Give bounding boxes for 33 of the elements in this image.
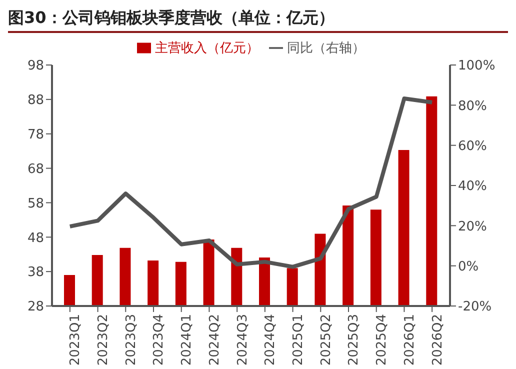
x-tick-label: 2023Q1 bbox=[68, 314, 84, 366]
y-tick-label: 78 bbox=[27, 127, 44, 142]
y2-tick-label: 20% bbox=[458, 219, 487, 234]
legend-label: 主营收入（亿元） bbox=[155, 41, 259, 56]
y2-tick-label: 0% bbox=[458, 259, 479, 274]
x-tick-label: 2023Q2 bbox=[96, 314, 112, 366]
x-tick-label: 2024Q2 bbox=[207, 314, 222, 366]
y-tick-label: 68 bbox=[27, 162, 44, 177]
y-tick-label: 58 bbox=[27, 196, 44, 212]
y-tick-label: 48 bbox=[27, 230, 44, 246]
y2-tick-label: 100% bbox=[458, 58, 496, 74]
y-tick-label: 38 bbox=[27, 265, 44, 280]
x-tick-label: 2024Q1 bbox=[180, 314, 195, 366]
x-tick-label: 2025Q3 bbox=[346, 314, 362, 366]
x-tick-label: 2024Q4 bbox=[263, 314, 278, 366]
x-tick-label: 2024Q3 bbox=[235, 314, 250, 366]
y2-tick-label: -20% bbox=[458, 300, 492, 315]
x-tick-label: 2025Q4 bbox=[374, 314, 390, 366]
chart-title: 图30：公司钨钼板块季度营收（单位：亿元） bbox=[8, 8, 508, 33]
x-tick-label: 2026Q2 bbox=[430, 314, 446, 366]
y-tick-label: 98 bbox=[27, 58, 44, 74]
y-tick-label: 28 bbox=[27, 300, 44, 315]
x-tick-label: 2025Q1 bbox=[291, 314, 306, 366]
x-tick-label: 2025Q2 bbox=[318, 314, 334, 366]
x-tick-label: 2023Q4 bbox=[152, 314, 167, 366]
x-tick-label: 2023Q3 bbox=[124, 314, 139, 366]
x-tick-label: 2026Q1 bbox=[402, 314, 418, 366]
y2-tick-label: 60% bbox=[458, 138, 487, 154]
y2-tick-label: 40% bbox=[458, 179, 487, 194]
line-series bbox=[68, 96, 434, 269]
legend-label: 同比（右轴） bbox=[287, 41, 365, 56]
y2-tick-label: 80% bbox=[458, 98, 487, 114]
y-tick-label: 88 bbox=[27, 93, 44, 108]
